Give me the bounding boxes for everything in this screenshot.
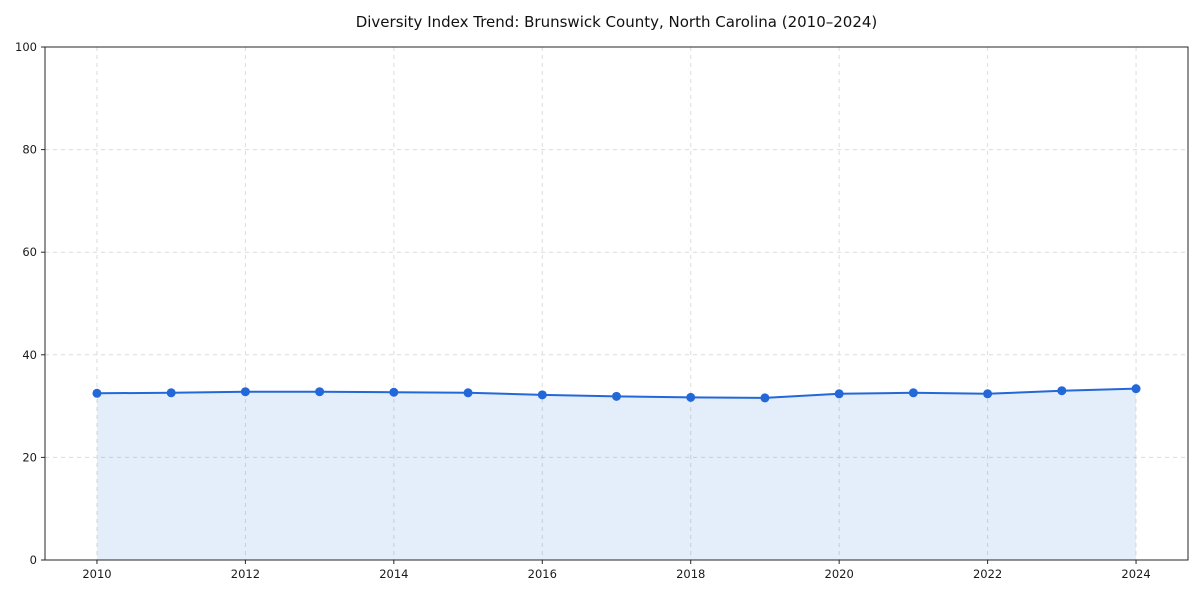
- data-point: [760, 393, 770, 403]
- x-tick-label: 2012: [231, 567, 260, 581]
- data-point: [463, 388, 473, 398]
- data-point: [834, 389, 844, 399]
- data-point: [983, 389, 993, 399]
- x-tick-label: 2014: [379, 567, 408, 581]
- x-tick-label: 2018: [676, 567, 705, 581]
- data-point: [389, 387, 399, 397]
- y-tick-label: 40: [22, 348, 37, 362]
- data-point: [537, 390, 547, 400]
- data-point: [1131, 384, 1141, 394]
- data-point: [315, 387, 325, 397]
- y-tick-label: 0: [30, 553, 37, 567]
- x-tick-label: 2010: [82, 567, 111, 581]
- plot-border: [44, 46, 1189, 561]
- y-tick-label: 20: [22, 450, 37, 464]
- chart-title: Diversity Index Trend: Brunswick County,…: [355, 13, 878, 31]
- data-point: [612, 391, 621, 401]
- y-tick-label: 80: [22, 143, 37, 157]
- x-tick-label: 2020: [825, 567, 854, 581]
- x-tick-label: 2016: [528, 567, 557, 581]
- data-point: [686, 392, 696, 402]
- data-point: [92, 388, 102, 398]
- data-point: [908, 388, 918, 398]
- y-tick-label: 60: [22, 245, 37, 259]
- y-tick-label: 100: [15, 40, 37, 54]
- x-tick-label: 2022: [973, 567, 1002, 581]
- x-tick-label: 2024: [1121, 567, 1150, 581]
- data-point: [1057, 386, 1067, 396]
- data-point: [166, 388, 176, 398]
- data-point: [240, 387, 250, 397]
- series-area-fill: [96, 388, 1137, 560]
